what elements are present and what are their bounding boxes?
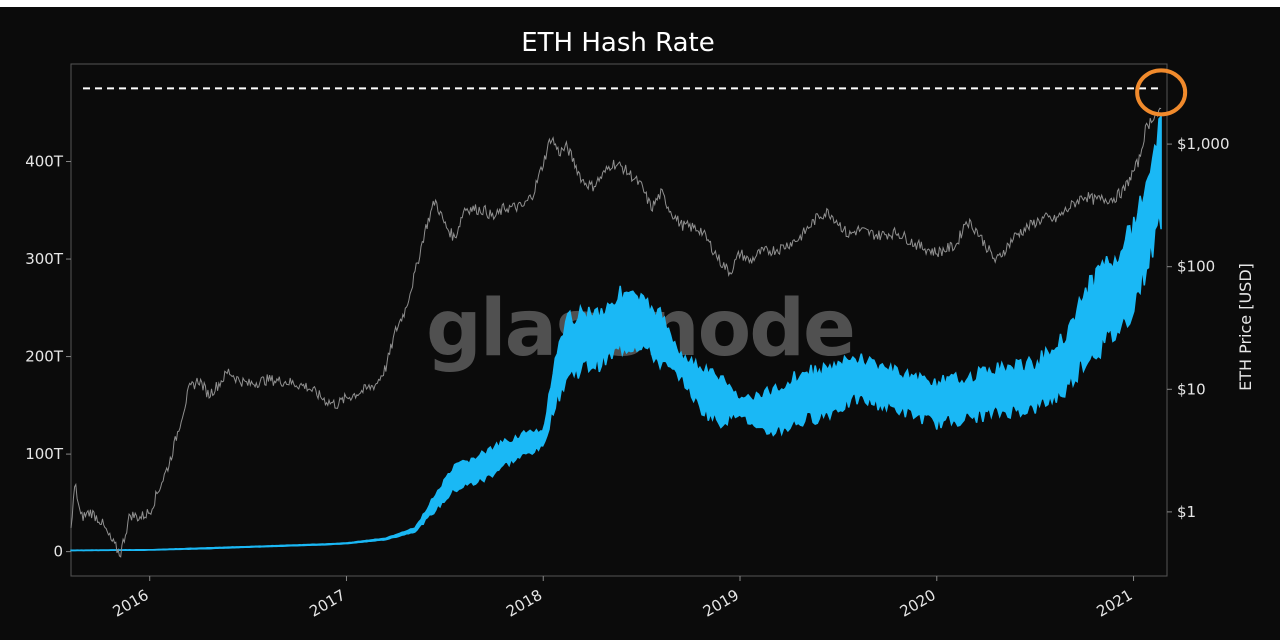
left-axis-tick-label: 200T xyxy=(25,348,64,366)
right-axis-tick-label: $10 xyxy=(1177,380,1206,398)
hash-rate-band xyxy=(70,114,1162,552)
right-axis-title: ETH Price [USD] xyxy=(1236,263,1255,391)
left-axis-tick-label: 300T xyxy=(25,250,64,268)
eth-price-line xyxy=(70,107,1162,558)
right-axis-tick-label: $1,000 xyxy=(1177,135,1230,153)
left-axis-tick-label: 400T xyxy=(25,153,64,171)
left-axis-tick-label: 0 xyxy=(53,543,63,561)
right-axis-tick-label: $100 xyxy=(1177,258,1215,276)
chart-title: ETH Hash Rate xyxy=(521,28,715,58)
right-axis-tick-label: $1 xyxy=(1177,503,1196,521)
highlight-circle xyxy=(1135,68,1188,117)
x-axis-tick-label: 2016 xyxy=(110,586,152,621)
x-axis-tick-label: 2021 xyxy=(1093,586,1135,621)
x-axis-tick-label: 2020 xyxy=(897,586,939,621)
x-axis-tick-label: 2017 xyxy=(306,586,348,621)
x-axis-tick-label: 2018 xyxy=(503,586,545,621)
left-axis-tick-label: 100T xyxy=(25,445,64,463)
x-axis-tick-label: 2019 xyxy=(700,586,742,621)
plot-area xyxy=(70,63,1168,577)
chart-frame: ETH Hash Rate glassnode 0100T200T300T400… xyxy=(0,7,1280,640)
chart: ETH Hash Rate glassnode 0100T200T300T400… xyxy=(25,28,1255,621)
